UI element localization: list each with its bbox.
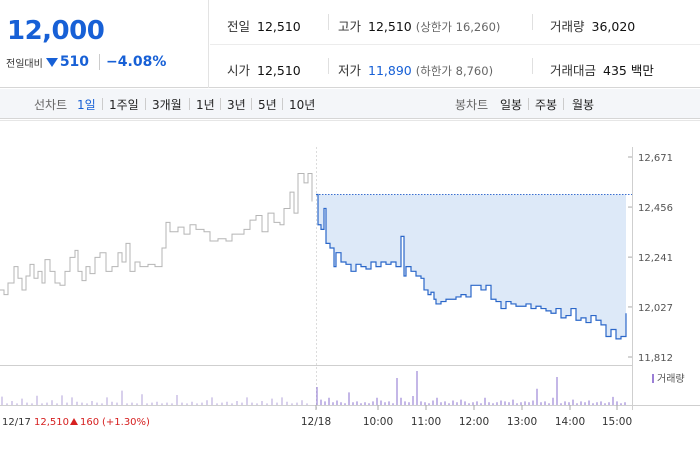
- volume-legend-label: 거래량: [657, 373, 685, 385]
- divider: [328, 58, 329, 74]
- tab-5y[interactable]: 5년: [258, 98, 277, 112]
- fill-layer: [316, 194, 626, 339]
- below-prev-close-fill: [316, 194, 626, 339]
- up-triangle-icon: [70, 418, 78, 425]
- prev-day-change-pct: (+1.30%): [102, 417, 150, 428]
- tab-10y[interactable]: 10년: [289, 98, 316, 112]
- stats-grid: 전일 12,510 고가 12,510 (상한가 16,260) 거래량 36,020 …: [210, 0, 700, 88]
- stat-value: 12,510: [257, 19, 301, 34]
- divider: [328, 14, 329, 30]
- stat-label: 거래대금: [550, 63, 597, 78]
- tab-monthly[interactable]: 월봉: [572, 98, 595, 112]
- line-chart-label: 선차트: [34, 98, 68, 112]
- stat-sub: (하한가 8,760): [415, 64, 494, 78]
- volume-legend-swatch: [652, 374, 654, 383]
- change-percent: −4.08%: [99, 54, 166, 70]
- divider: [210, 44, 700, 45]
- divider: [563, 98, 564, 110]
- tab-1d[interactable]: 1일: [77, 98, 96, 112]
- stat-label: 전일: [227, 19, 251, 34]
- y-axis: 12,671 12,456 12,241 12,027 11,812: [628, 153, 673, 364]
- stat-label: 거래량: [550, 19, 585, 34]
- divider: [102, 98, 103, 110]
- stat-prev-close: 전일 12,510: [227, 16, 301, 35]
- divider: [532, 14, 533, 30]
- divider: [532, 58, 533, 74]
- tab-weekly[interactable]: 주봉: [535, 98, 558, 112]
- tab-3m[interactable]: 3개월: [152, 98, 182, 112]
- price-line: [316, 193, 627, 340]
- y-tick-label: 12,456: [638, 203, 673, 214]
- prev-day-change: 160: [80, 417, 99, 428]
- stat-label: 시가: [227, 63, 251, 78]
- down-triangle-icon: [45, 57, 58, 67]
- volume-legend: 거래량: [652, 373, 685, 385]
- candle-chart-label: 봉차트: [455, 98, 489, 112]
- x-tick-label: 12:00: [459, 416, 489, 428]
- y-tick-label: 12,241: [638, 253, 673, 264]
- x-tick-label: 13:00: [507, 416, 537, 428]
- stat-volume: 거래량 36,020: [550, 16, 635, 35]
- divider: [145, 98, 146, 110]
- stat-value: 11,890: [368, 63, 412, 78]
- y-tick-label: 12,671: [638, 153, 673, 164]
- divider: [251, 98, 252, 110]
- period-tabs: 선차트 1일 1주일 3개월 1년 3년 5년 10년 봉차트 일봉 주봉 월봉: [0, 89, 700, 119]
- prev-day-date: 12/17: [2, 417, 31, 428]
- y-tick-label: 12,027: [638, 303, 673, 314]
- stat-value: 36,020: [591, 19, 636, 34]
- stat-trade-value: 거래대금 435 백만: [550, 60, 654, 79]
- divider: [189, 98, 190, 110]
- price-change: 전일대비 510 −4.08%: [6, 54, 166, 70]
- change-amount: 510: [59, 54, 90, 70]
- stat-sub: (상한가 16,260): [415, 20, 501, 34]
- price-box: 12,000 전일대비 510 −4.08%: [0, 0, 209, 88]
- volume-bars: [1, 371, 626, 405]
- x-tick-label: 10:00: [363, 416, 393, 428]
- tab-1y[interactable]: 1년: [196, 98, 215, 112]
- x-tick-label: 11:00: [411, 416, 441, 428]
- tab-3y[interactable]: 3년: [227, 98, 246, 112]
- x-tick-label: 14:00: [555, 416, 585, 428]
- stat-value: 12,510: [257, 63, 301, 78]
- prev-day-line: [0, 173, 313, 296]
- stat-low: 저가 11,890 (하한가 8,760): [338, 60, 493, 79]
- quote-header: 12,000 전일대비 510 −4.08% 전일 12,510 고가 12,510…: [0, 0, 700, 88]
- current-price: 12,000: [7, 16, 105, 46]
- stat-high: 고가 12,510 (상한가 16,260): [338, 16, 500, 35]
- x-tick-label: 12/18: [301, 416, 331, 428]
- x-tick-label: 15:00: [602, 416, 632, 428]
- prev-day-close: 12,510: [34, 417, 69, 428]
- stat-label: 고가: [338, 19, 362, 34]
- tab-daily[interactable]: 일봉: [500, 98, 523, 112]
- divider: [282, 98, 283, 110]
- stat-label: 저가: [338, 63, 362, 78]
- chart-grid: [0, 120, 700, 410]
- divider: [528, 98, 529, 110]
- stat-value: 12,510: [368, 19, 412, 34]
- change-label: 전일대비: [6, 58, 43, 70]
- y-tick-label: 11,812: [638, 353, 673, 364]
- tab-1w[interactable]: 1주일: [109, 98, 139, 112]
- stat-open: 시가 12,510: [227, 60, 301, 79]
- stat-value: 435 백만: [603, 63, 654, 78]
- series-lines: [0, 173, 632, 340]
- prev-day-label: 12/17 12,510 160 (+1.30%): [2, 417, 150, 428]
- x-axis: 12/18 10:00 11:00 12:00 13:00 14:00 15:00: [301, 405, 632, 428]
- divider: [220, 98, 221, 110]
- price-chart[interactable]: 12,671 12,456 12,241 12,027 11,812 12/18 10:0…: [0, 120, 700, 450]
